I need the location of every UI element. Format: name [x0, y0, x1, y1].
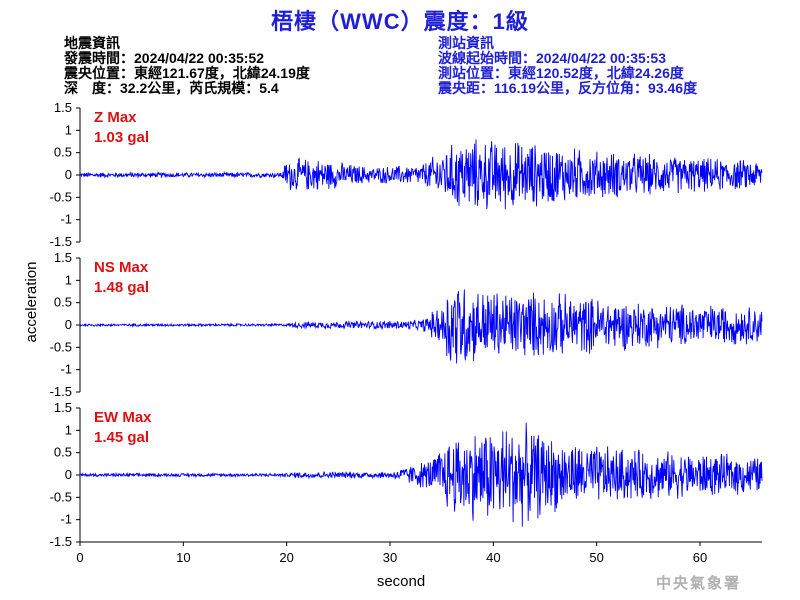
- series-max-value: 1.03 gal: [94, 129, 149, 146]
- x-tick-label: 20: [279, 550, 293, 565]
- x-tick-label: 50: [589, 550, 603, 565]
- x-tick-label: 40: [486, 550, 500, 565]
- y-tick-label: 1.5: [54, 250, 72, 265]
- y-tick-label: 0.5: [54, 445, 72, 460]
- series-max-value: 1.45 gal: [94, 429, 149, 446]
- waveform-line-1: [79, 139, 763, 210]
- series-label: EW Max: [94, 409, 152, 426]
- distance-azimuth: 震央距：116.19公里，反方位角：93.46度: [438, 80, 698, 96]
- x-axis-title: second: [377, 573, 425, 590]
- wave-start-time: 波線起始時間：2024/04/22 00:35:53: [438, 50, 666, 66]
- event-info: 地震資訊 發震時間：2024/04/22 00:35:52 震央位置：東經121…: [64, 36, 310, 96]
- y-tick-label: 0.5: [54, 145, 72, 160]
- x-tick-label: 60: [693, 550, 707, 565]
- y-tick-label: 1.5: [54, 100, 72, 115]
- origin-time: 發震時間：2024/04/22 00:35:52: [64, 50, 264, 66]
- x-tick-label: 30: [383, 550, 397, 565]
- y-tick-label: -1: [60, 212, 72, 227]
- y-tick-label: -0.5: [50, 489, 72, 504]
- station-info-heading: 測站資訊: [438, 35, 494, 51]
- y-tick-label: -0.5: [50, 189, 72, 204]
- y-tick-label: 0: [65, 467, 72, 482]
- y-tick-label: -1.5: [50, 534, 72, 549]
- y-axis-title: acceleration: [23, 262, 40, 343]
- y-tick-label: -1: [60, 362, 72, 377]
- y-tick-label: 1: [65, 272, 72, 287]
- y-tick-label: 1.5: [54, 400, 72, 415]
- station-info: 測站資訊 波線起始時間：2024/04/22 00:35:53 測站位置：東經1…: [438, 36, 697, 96]
- y-tick-label: -1.5: [50, 384, 72, 399]
- waveform-line-2: [79, 289, 763, 364]
- depth-magnitude: 深 度：32.2公里，芮氏規模：5.4: [64, 80, 279, 96]
- x-tick-label: 10: [176, 550, 190, 565]
- series-label: Z Max: [94, 109, 137, 126]
- x-tick-label: 0: [76, 550, 83, 565]
- y-tick-label: -0.5: [50, 339, 72, 354]
- station-location: 測站位置：東經120.52度，北緯24.26度: [438, 65, 684, 81]
- y-tick-label: 1: [65, 422, 72, 437]
- y-tick-label: 0.5: [54, 295, 72, 310]
- y-tick-label: 0: [65, 317, 72, 332]
- y-tick-label: -1: [60, 512, 72, 527]
- page-title: 梧棲（WWC）震度：1級: [271, 9, 529, 34]
- agency-watermark: 中央氣象署: [656, 574, 742, 592]
- epicenter: 震央位置：東經121.67度，北緯24.19度: [64, 65, 310, 81]
- event-info-heading: 地震資訊: [64, 35, 120, 51]
- y-tick-label: 0: [65, 167, 72, 182]
- series-label: NS Max: [94, 259, 149, 276]
- y-tick-label: -1.5: [50, 234, 72, 249]
- series-max-value: 1.48 gal: [94, 279, 149, 296]
- y-tick-label: 1: [65, 122, 72, 137]
- waveform-line-3: [79, 422, 763, 527]
